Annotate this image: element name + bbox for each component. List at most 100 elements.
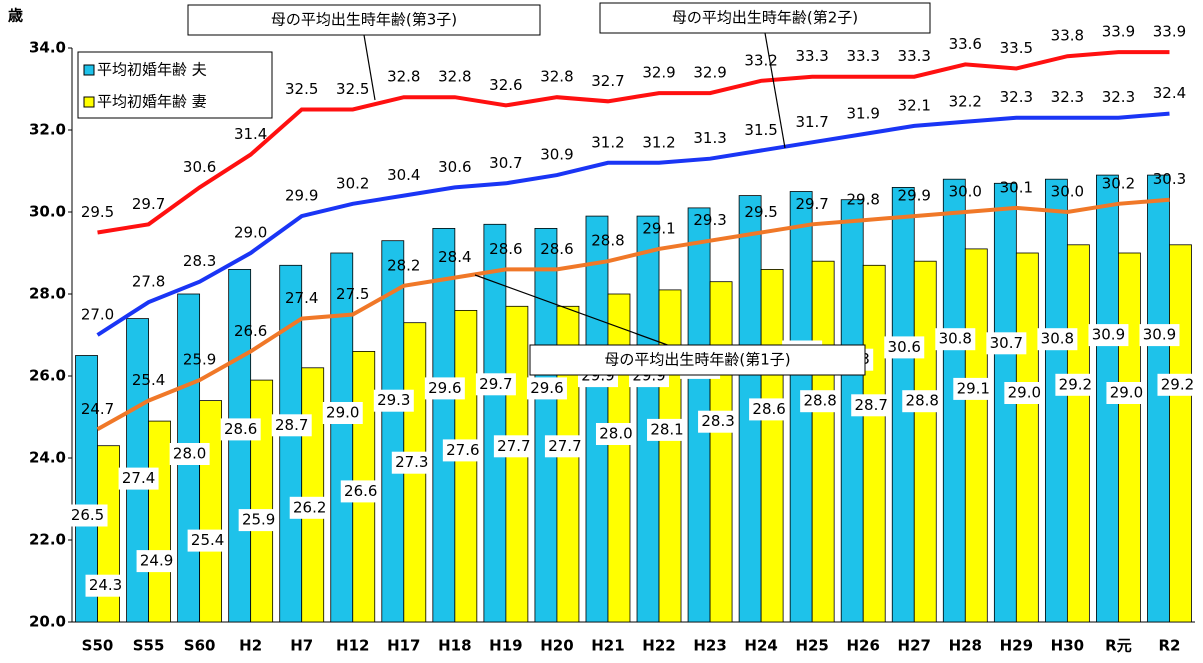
label-box (884, 336, 925, 359)
value-label: 27.0 (81, 306, 114, 324)
value-label: 28.0 (173, 445, 206, 463)
x-tick-label: H22 (642, 637, 675, 655)
value-label: 25.9 (183, 351, 216, 369)
x-tick-label: H30 (1051, 637, 1084, 655)
value-label: 24.3 (89, 576, 122, 594)
value-label: 32.8 (438, 68, 471, 86)
value-label: 29.0 (234, 224, 267, 242)
value-label: 27.7 (548, 437, 581, 455)
x-tick-label: H20 (540, 637, 573, 655)
value-label: 30.8 (1041, 330, 1074, 348)
value-label: 30.0 (1051, 183, 1084, 201)
value-label: 30.2 (1102, 174, 1135, 192)
value-label: 28.3 (701, 412, 734, 430)
bar (913, 260, 937, 623)
bar (607, 293, 631, 623)
label-box (526, 377, 567, 400)
callout-label: 母の平均出生時年齢(第2子) (672, 9, 858, 27)
value-label: 31.2 (642, 133, 675, 151)
y-tick-label: 24.0 (29, 449, 66, 467)
value-label: 30.8 (939, 330, 972, 348)
value-label: 27.5 (336, 285, 369, 303)
value-label: 30.2 (336, 174, 369, 192)
value-label: 30.7 (990, 334, 1023, 352)
callout-box (599, 2, 931, 34)
value-label: 29.6 (428, 379, 461, 397)
value-label: 30.9 (1143, 326, 1176, 344)
line (96, 197, 1170, 432)
value-label: 28.6 (224, 420, 257, 438)
label-box (1037, 328, 1078, 351)
bar (1147, 174, 1170, 623)
value-label: 33.6 (949, 35, 982, 53)
value-label: 31.7 (795, 113, 828, 131)
value-label: 33.3 (898, 47, 931, 65)
label-box (322, 402, 363, 424)
callout-box (529, 344, 866, 376)
label-box (187, 529, 228, 552)
value-label: 28.0 (599, 425, 632, 443)
legend-swatch (83, 96, 95, 108)
value-label: 24.7 (81, 400, 114, 418)
value-label: 29.7 (795, 195, 828, 213)
value-label: 33.3 (847, 47, 880, 65)
value-label: 30.0 (949, 183, 982, 201)
label-box (442, 439, 483, 462)
y-tick-label: 30.0 (29, 203, 66, 221)
value-label: 25.4 (191, 531, 224, 549)
value-label: 29.1 (642, 219, 675, 237)
label-box (647, 418, 688, 441)
value-label: 29.0 (1110, 384, 1143, 402)
value-label: 27.4 (122, 469, 155, 487)
label-box (749, 398, 790, 421)
label-box (544, 435, 585, 458)
x-tick-label: H7 (290, 637, 313, 655)
value-label: 28.1 (650, 420, 683, 438)
value-label: 28.7 (275, 416, 308, 434)
value-label: 29.5 (81, 203, 114, 221)
value-label: 27.8 (132, 273, 165, 291)
line (96, 111, 1170, 337)
x-tick-label: H29 (1000, 637, 1033, 655)
label-box (1106, 382, 1147, 404)
bar (1015, 252, 1039, 623)
value-label: 30.4 (387, 166, 420, 184)
value-label: 29.2 (1161, 375, 1194, 393)
value-label: 32.1 (898, 96, 931, 114)
value-label: 32.3 (1051, 88, 1084, 106)
value-label: 32.9 (693, 64, 726, 82)
label-box (851, 394, 892, 417)
value-label: 28.6 (752, 400, 785, 418)
bar (862, 264, 886, 623)
callout-label: 母の平均出生時年齢(第1子) (604, 351, 790, 369)
x-tick-label: H27 (898, 637, 931, 655)
label-box (85, 574, 126, 597)
label-box (424, 377, 465, 400)
bar (709, 281, 733, 623)
value-label: 32.8 (387, 68, 420, 86)
value-label: 30.1 (1000, 178, 1033, 196)
label-box (118, 467, 159, 490)
value-label: 31.5 (744, 121, 777, 139)
x-tick-label: H18 (438, 637, 471, 655)
label-box (953, 377, 994, 400)
callout-arrow (363, 34, 376, 101)
value-label: 29.0 (1008, 384, 1041, 402)
value-label: 32.9 (642, 64, 675, 82)
value-label: 28.8 (906, 392, 939, 410)
x-tick-label: H21 (591, 637, 624, 655)
value-label: 32.4 (1153, 84, 1186, 102)
value-label: 31.2 (591, 133, 624, 151)
bar (942, 178, 966, 623)
bar (250, 379, 274, 623)
value-label: 33.5 (1000, 39, 1033, 57)
value-label: 28.4 (438, 248, 471, 266)
bar (301, 367, 325, 623)
x-tick-label: H26 (846, 637, 879, 655)
value-label: 33.8 (1051, 27, 1084, 45)
value-label: 32.2 (949, 92, 982, 110)
value-label: 28.3 (183, 252, 216, 270)
value-label: 29.7 (132, 195, 165, 213)
label-box (289, 496, 330, 519)
